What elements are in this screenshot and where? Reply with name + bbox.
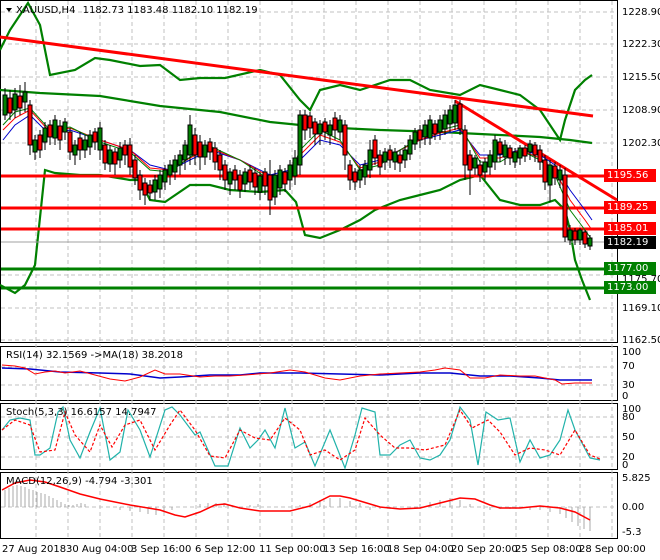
level-badge-1173-00: 1173.00 [604,281,656,294]
stoch-tick: 0 [622,460,629,471]
price-tick: 1162.50 [622,335,660,346]
time-tick: 25 Sep 08:00 [515,544,582,555]
level-badge-1189-25: 1189.25 [604,201,656,214]
stoch-tick: 80 [622,412,635,423]
time-tick: 11 Sep 00:00 [259,544,326,555]
bollinger-upper [0,0,593,143]
time-tick: 28 Sep 00:00 [579,544,646,555]
ohlc-label: 1182.73 1183.48 1182.10 1182.19 [82,5,258,16]
price-tick: 1208.90 [622,105,660,116]
time-tick: 27 Aug 2018 [2,544,67,555]
macd-tick: 5.825 [622,473,651,484]
rsi-panel-frame [0,346,618,401]
rsi-ma-line [1,367,592,381]
level-badge-1185-01: 1185.01 [604,222,656,235]
price-tick: 1222.30 [622,39,660,50]
level-badge-1177-00: 1177.00 [604,262,656,275]
time-tick: 13 Sep 16:00 [323,544,390,555]
rsi-title: RSI(14) 32.1569 ->MA(18) 38.2018 [6,350,183,361]
trendline-long-term [0,35,594,118]
rsi-tick: 100 [622,347,642,358]
price-tick: 1202.30 [622,138,660,149]
candlesticks [2,82,593,250]
macd-tick: 0.00 [622,502,645,513]
chart-header: XAUUSD,H4 1182.73 1183.48 1182.10 1182.1… [16,5,258,17]
bollinger-lower [0,168,592,301]
time-tick: 6 Sep 12:00 [195,544,256,555]
time-tick: 18 Sep 04:00 [387,544,454,555]
price-tick: 1215.50 [622,72,660,83]
time-tick: 30 Aug 04:00 [66,544,134,555]
stoch-panel-frame [0,403,618,470]
price-tick: 1175.70 [622,274,660,285]
current-price-badge: 1182.19 [604,236,656,249]
macd-signal-line [1,479,591,521]
macd-tick: -5.3 [622,527,642,538]
stoch-signal-line [1,408,601,461]
rsi-tick: 30 [622,380,635,391]
level-badge-1195-56: 1195.56 [604,169,656,182]
stoch-tick: 100 [622,404,642,415]
time-tick: 3 Sep 16:00 [131,544,192,555]
stoch-tick: 50 [622,432,635,443]
rsi-tick: 0 [622,391,629,402]
price-tick: 1169.10 [622,303,660,314]
price-tick: 1228.90 [622,7,660,18]
main-panel-frame [0,0,618,343]
time-tick: 20 Sep 20:00 [451,544,518,555]
symbol-label: XAUUSD,H4 [16,5,76,16]
stoch-title: Stoch(5,3,3) 16.6157 14.7947 [6,407,157,418]
stoch-tick: 20 [622,452,635,463]
macd-panel-frame [0,472,618,539]
rsi-tick: 70 [622,361,635,372]
triangle-down-icon[interactable] [6,8,12,12]
stoch-main-line [1,405,601,470]
macd-title: MACD(12,26,9) -4.794 -3.301 [6,476,153,487]
rsi-line [1,364,592,385]
